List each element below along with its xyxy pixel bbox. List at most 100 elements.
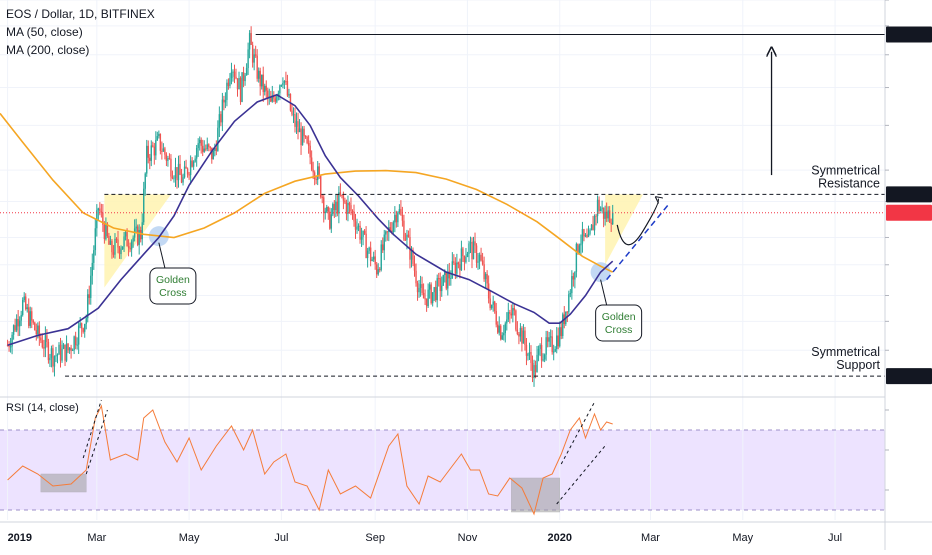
candle-body xyxy=(91,262,93,276)
candle-body xyxy=(236,78,239,90)
candle-body xyxy=(65,343,68,361)
candle-body xyxy=(441,285,443,292)
candle-body xyxy=(543,354,546,360)
candle-body xyxy=(306,136,308,144)
candle-body xyxy=(478,254,481,262)
candle-body xyxy=(552,351,555,353)
candle-body xyxy=(124,232,127,237)
candle-body xyxy=(326,207,328,212)
candle-body xyxy=(374,256,376,265)
candle-body xyxy=(403,220,405,240)
candle-body xyxy=(525,344,528,356)
candle-body xyxy=(77,325,80,345)
support-label-line1: Symmetrical xyxy=(811,345,880,359)
candle-body xyxy=(300,128,302,146)
candle-body xyxy=(318,166,320,177)
candle-body xyxy=(487,283,490,299)
candle-body xyxy=(28,307,30,326)
time-tick-label: Sep xyxy=(365,532,385,544)
candle-body xyxy=(601,207,603,210)
candle-body xyxy=(513,308,516,311)
candle-body xyxy=(67,343,69,351)
candle-body xyxy=(298,128,301,133)
candle-body xyxy=(185,166,187,169)
candle-body xyxy=(256,55,258,79)
candle-body xyxy=(9,346,12,348)
candle-body xyxy=(315,179,317,181)
candle-body xyxy=(339,192,342,195)
time-tick-label: May xyxy=(732,532,753,544)
candle-body xyxy=(428,284,431,290)
candle-body xyxy=(522,330,525,344)
rsi-gray-box-2 xyxy=(511,477,560,513)
candle-body xyxy=(495,311,497,325)
candle-body xyxy=(17,319,19,327)
candle-body xyxy=(220,114,222,123)
candle-body xyxy=(599,209,602,211)
candle-body xyxy=(539,344,541,349)
candle-body xyxy=(460,248,463,271)
candle-body xyxy=(235,76,237,79)
candle-body xyxy=(309,145,311,158)
candle-body xyxy=(463,256,466,263)
candle-body xyxy=(586,234,588,238)
candle-body xyxy=(115,238,118,240)
candle-body xyxy=(244,75,246,82)
candle-body xyxy=(610,222,612,225)
candle-body xyxy=(285,80,287,82)
candle-body xyxy=(359,225,361,240)
candle-body xyxy=(397,212,399,223)
candle-body xyxy=(350,205,352,212)
candle-body xyxy=(248,33,251,50)
candle-body xyxy=(47,341,50,361)
time-tick-label: Mar xyxy=(641,532,660,544)
candle-body xyxy=(121,246,124,250)
candle-body xyxy=(149,157,151,161)
candle-body xyxy=(203,148,205,152)
candle-body xyxy=(338,192,340,214)
support-label-line2: Support xyxy=(836,358,880,372)
candle-body xyxy=(471,242,473,260)
candle-body xyxy=(377,269,379,275)
golden-cross-callout-2-text2: Cross xyxy=(605,324,632,336)
candle-body xyxy=(365,233,367,259)
candle-body xyxy=(548,337,550,342)
candle-body xyxy=(407,234,410,238)
candle-body xyxy=(156,136,159,141)
candle-body xyxy=(50,348,53,358)
candle-body xyxy=(224,99,227,103)
candle-body xyxy=(336,201,339,214)
candle-body xyxy=(475,245,478,263)
candle-body xyxy=(313,172,316,180)
candle-body xyxy=(571,276,573,294)
golden-cross-callout-1-text2: Cross xyxy=(159,287,186,299)
candle-body xyxy=(87,294,89,319)
candle-body xyxy=(56,354,59,356)
golden-cross-pointer-1 xyxy=(158,242,166,269)
candle-body xyxy=(71,350,74,352)
candle-body xyxy=(445,271,447,289)
candle-body xyxy=(280,85,283,87)
candle-body xyxy=(562,314,564,336)
price-badge xyxy=(886,186,932,203)
candle-body xyxy=(8,345,10,347)
candle-body xyxy=(531,362,534,379)
candle-body xyxy=(498,325,500,333)
candle-body xyxy=(197,143,199,149)
time-tick-label: 2019 xyxy=(8,532,32,544)
candle-body xyxy=(347,203,349,214)
candle-body xyxy=(489,298,491,309)
candle-body xyxy=(171,176,174,179)
candle-body xyxy=(147,145,149,158)
candle-body xyxy=(20,314,22,321)
chart-title: EOS / Dollar, 1D, BITFINEX xyxy=(6,7,155,21)
candle-body xyxy=(344,200,346,203)
candle-body xyxy=(262,74,264,93)
candle-body xyxy=(515,310,517,330)
candle-body xyxy=(362,230,364,237)
golden-cross-callout-1-box xyxy=(149,267,197,305)
candle-body xyxy=(6,345,9,347)
candle-body xyxy=(587,233,590,238)
candle-body xyxy=(574,271,576,280)
